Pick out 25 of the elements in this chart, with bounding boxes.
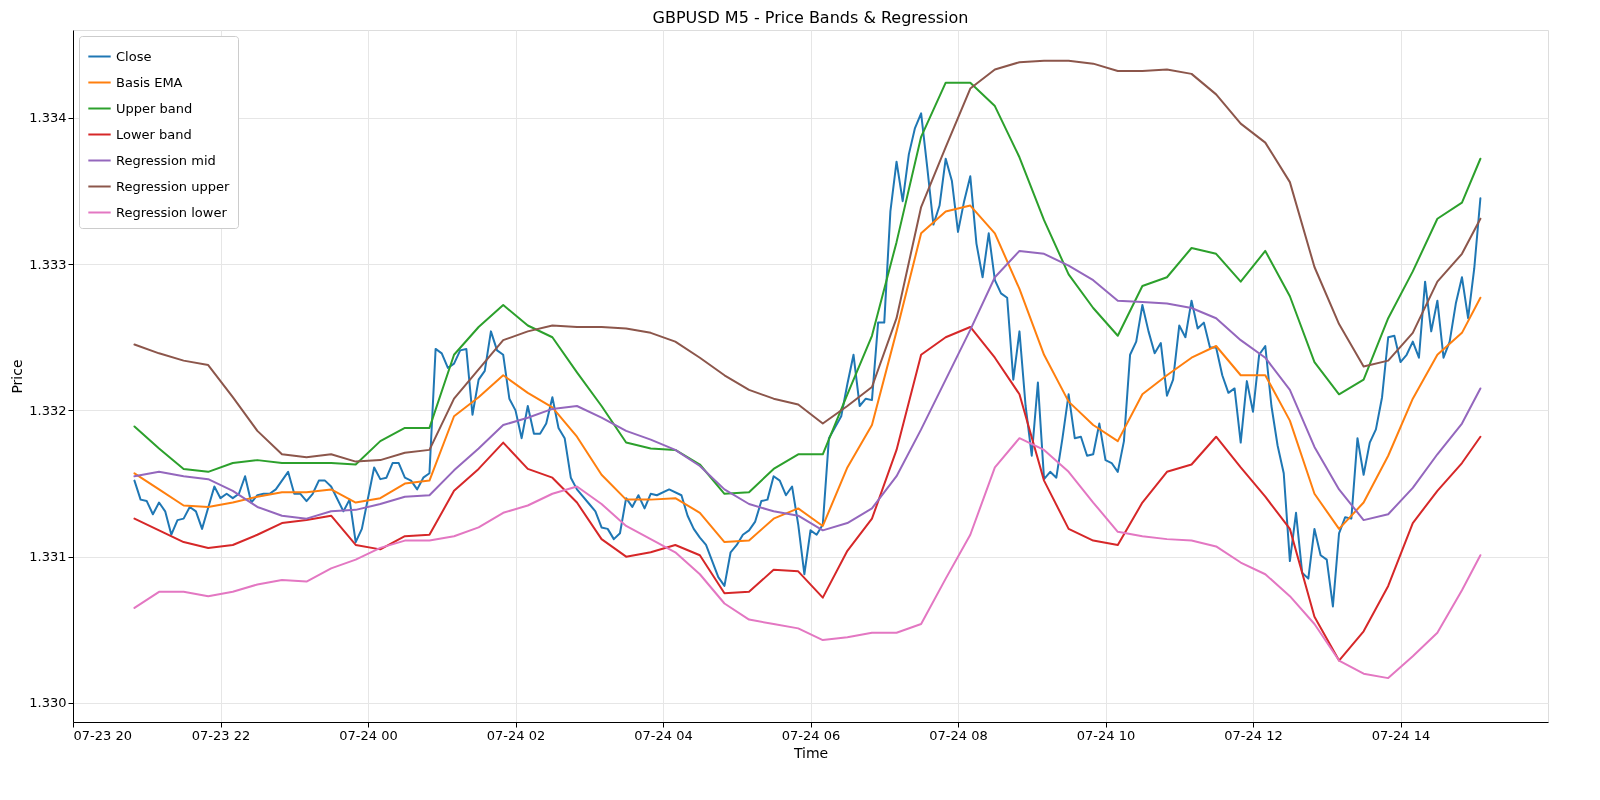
legend-label: Basis EMA xyxy=(116,74,183,90)
x-tick-label: 07-24 12 xyxy=(1224,727,1283,743)
x-tick-label: 07-24 14 xyxy=(1371,727,1431,743)
x-axis-title: Time xyxy=(792,744,829,761)
x-tick-label: 07-24 08 xyxy=(929,727,988,743)
y-tick-label: 1.334 xyxy=(29,110,67,126)
x-tick-label: 07-24 06 xyxy=(781,727,841,743)
legend-label: Regression upper xyxy=(116,178,230,194)
legend-label: Regression mid xyxy=(116,152,216,168)
x-tick-label: 07-24 02 xyxy=(486,727,546,743)
x-tick-label: 07-23 22 xyxy=(191,727,251,743)
legend-label: Lower band xyxy=(116,126,192,142)
y-tick-label: 1.331 xyxy=(29,549,67,565)
y-axis-title: Price xyxy=(9,359,26,394)
y-tick-label: 1.332 xyxy=(29,402,67,418)
y-tick-label: 1.333 xyxy=(29,256,67,272)
chart-title: GBPUSD M5 - Price Bands & Regression xyxy=(652,8,969,27)
x-tick-label: 07-24 00 xyxy=(339,727,398,743)
x-tick-label: 07-23 20 xyxy=(73,727,132,743)
legend-label: Close xyxy=(116,48,152,64)
x-tick-label: 07-24 04 xyxy=(634,727,693,743)
x-tick-label: 07-24 10 xyxy=(1076,727,1136,743)
y-tick-label: 1.330 xyxy=(29,695,67,711)
legend-label: Regression lower xyxy=(116,204,228,220)
legend-label: Upper band xyxy=(116,100,193,116)
